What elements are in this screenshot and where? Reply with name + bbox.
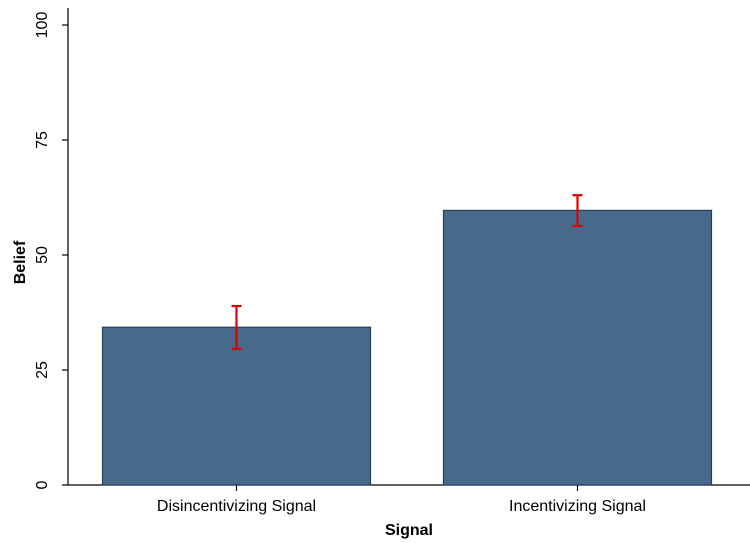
y-tick-label-2: 50 [34,246,51,264]
bar-1 [442,209,713,486]
y-axis: 0 25 50 75 100 [34,8,69,489]
bar-0 [101,326,372,486]
x-tick-label-1: Incentivizing Signal [509,498,646,515]
y-tick-label-0: 0 [34,480,51,489]
y-axis-title: Belief [12,240,29,284]
error-bar-0 [231,304,242,350]
error-bar-1 [572,194,583,228]
x-tick-label-0: Disincentivizing Signal [157,498,316,515]
y-tick-label-3: 75 [34,131,51,149]
y-tick-label-1: 25 [34,361,51,379]
x-axis: Disincentivizing Signal Incentivizing Sig… [68,484,750,515]
bars [101,209,713,486]
x-axis-title: Signal [385,522,433,539]
y-tick-label-4: 100 [34,12,51,39]
error-bars [231,194,583,350]
